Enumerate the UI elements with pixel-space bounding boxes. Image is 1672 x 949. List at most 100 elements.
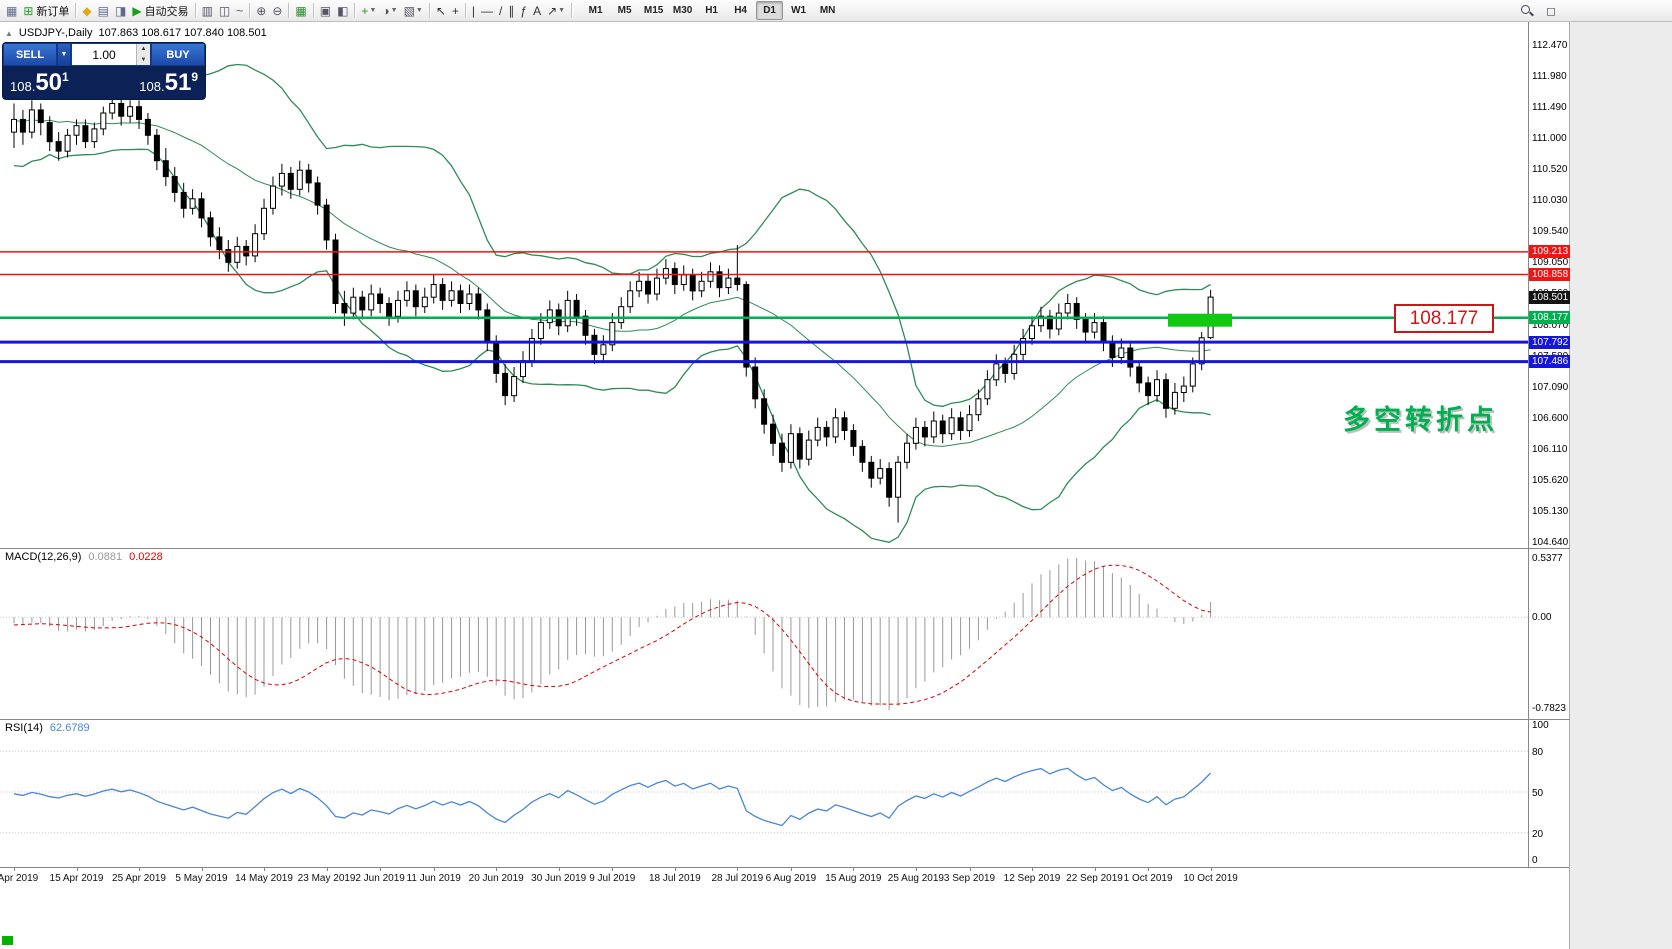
zoom-out-icon: ⊖ [272,3,283,18]
candle-body [582,315,589,336]
candle-body [323,204,330,241]
profiles-button[interactable]: ▤ [95,1,112,20]
sell-price-big: 50 [35,68,63,96]
volume-dropdown-button[interactable]: ▼ [57,43,71,66]
candle-body [850,430,857,447]
sell-button[interactable]: SELL [3,43,57,66]
search-icon[interactable] [1520,4,1535,17]
tile-windows-button[interactable]: ▣ [317,1,334,20]
timeframe-m1-button[interactable]: M1 [588,5,603,16]
charts-list-icon[interactable]: ◻ [1546,3,1556,18]
time-axis-label: 5 May 2019 [175,873,228,884]
macd-axis-label: -0.7823 [1532,703,1566,714]
buy-price[interactable]: 108. 51 9 [139,68,198,96]
zoom-out-button[interactable]: ⊖ [269,1,285,20]
cursor-button[interactable]: ↖ [433,1,449,20]
new-chart-button[interactable]: ▦ [3,1,20,20]
crosshair-button[interactable]: + [449,1,462,20]
candle-body [1171,391,1178,409]
candle-body [359,296,366,311]
bar-chart-button[interactable]: ▥ [199,1,216,20]
cascade-windows-button[interactable]: ◧ [334,1,351,20]
arrows-button[interactable]: ↗ ▼ [544,1,568,20]
buy-price-big: 51 [164,68,192,96]
toolbar-separator [571,3,573,18]
time-axis-tick [326,868,328,871]
time-axis-label: 25 Apr 2019 [112,873,166,884]
candle-body [832,417,839,438]
candle-body [805,439,812,460]
volume-down-button[interactable]: ▼ [137,54,150,65]
new-chart-icon: ▦ [6,3,18,18]
candle-body [91,128,98,143]
candle-body [761,398,768,425]
data-window-button[interactable]: ◨ [112,1,129,20]
candle-body [707,271,714,282]
time-axis-tick [139,868,140,871]
candle-body [493,341,500,374]
zoom-in-button[interactable]: ⊕ [253,1,269,20]
time-axis-label: 14 May 2019 [235,873,293,884]
buy-button[interactable]: BUY [151,43,205,66]
time-axis-tick [380,868,382,871]
new-order-button[interactable]: ⊞ 新订单 [20,1,72,20]
indicators-button[interactable]: + ▼ [358,1,379,20]
timeframe-m15-button[interactable]: M15 [643,5,664,16]
fibonacci-button[interactable]: ƒ [517,1,530,20]
vertical-line-icon: | [471,3,476,18]
grid-button[interactable]: ▦ [292,1,309,20]
price-axis[interactable]: 112.470 111.980 111.490 111.000 110.520 110.0… [1528,22,1570,867]
time-axis-label: 6 Aug 2019 [765,873,817,884]
volume-up-button[interactable]: ▲ [137,44,150,55]
candle-body [868,461,875,479]
periods-icon: ◑ [382,3,390,18]
chart-title: ▲ USDJPY-,Daily 107.863 108.617 107.840 … [5,27,267,39]
time-axis-label: 9 Jul 2019 [589,873,636,884]
trendline-button[interactable]: / [496,1,505,20]
candle-body [386,303,393,317]
sell-price[interactable]: 108. 50 1 [10,68,69,96]
horizontal-line-button[interactable]: — [478,1,496,20]
candle-body [1198,337,1205,365]
rsi-label: RSI(14) 62.6789 [5,722,90,734]
time-axis-label: 11 Jun 2019 [406,873,461,884]
level-price-tag: 107.792 [1529,335,1570,349]
candle-body [1118,347,1125,358]
timeframe-d1-button[interactable]: D1 [756,1,784,20]
time-axis-label: 15 Aug 2019 [825,873,882,884]
timeframe-h4-button[interactable]: H4 [734,5,747,16]
templates-button[interactable]: ▧ ▼ [401,1,426,20]
volume-input[interactable]: 1.00 [92,47,116,62]
price-axis-label: 111.000 [1532,133,1567,145]
timeframe-mn-button[interactable]: MN [819,5,836,16]
candle-body [591,334,598,355]
equidistant-channel-button[interactable]: ∥ [505,1,517,20]
timeframe-w1-button[interactable]: W1 [791,5,807,16]
green-highlight-box[interactable] [1168,313,1232,327]
vertical-line-button[interactable]: | [469,1,478,20]
candle-body [448,290,455,301]
bollinger-middle-band [13,118,1211,447]
mql5-button[interactable]: ◆ [79,1,94,20]
one-click-trading-panel: SELL ▼ 1.00 ▲ ▼ BUY 108. 50 1 108. 51 9 [2,42,206,100]
horizontal-line-icon: — [481,3,494,18]
periods-button[interactable]: ◑ ▼ [379,1,400,20]
price-chart-plot[interactable] [0,22,1528,548]
rsi-indicator-plot[interactable] [0,719,1528,867]
timeframe-m30-button[interactable]: M30 [672,5,693,16]
timeframe-m5-button[interactable]: M5 [617,5,632,16]
candle-body [1002,363,1009,374]
candle-body [1136,366,1143,384]
time-axis[interactable]: 4 Apr 2019 15 Apr 2019 25 Apr 2019 5 May 20… [0,867,1569,890]
line-chart-button[interactable]: ~ [233,1,246,20]
macd-indicator-plot[interactable] [0,548,1528,719]
text-label-button[interactable]: A [530,1,544,20]
turning-point-annotation[interactable]: 多空转折点 [1343,405,1498,435]
timeframe-h1-button[interactable]: H1 [705,5,718,16]
candlestick-chart-button[interactable]: ◫ [216,1,233,20]
auto-trading-button[interactable]: ▶ 自动交易 [129,1,191,20]
time-axis-tick [612,868,614,871]
collapse-triangle-icon[interactable]: ▲ [5,28,13,38]
candle-body [216,236,223,251]
price-callout-label[interactable]: 108.177 [1394,304,1494,333]
